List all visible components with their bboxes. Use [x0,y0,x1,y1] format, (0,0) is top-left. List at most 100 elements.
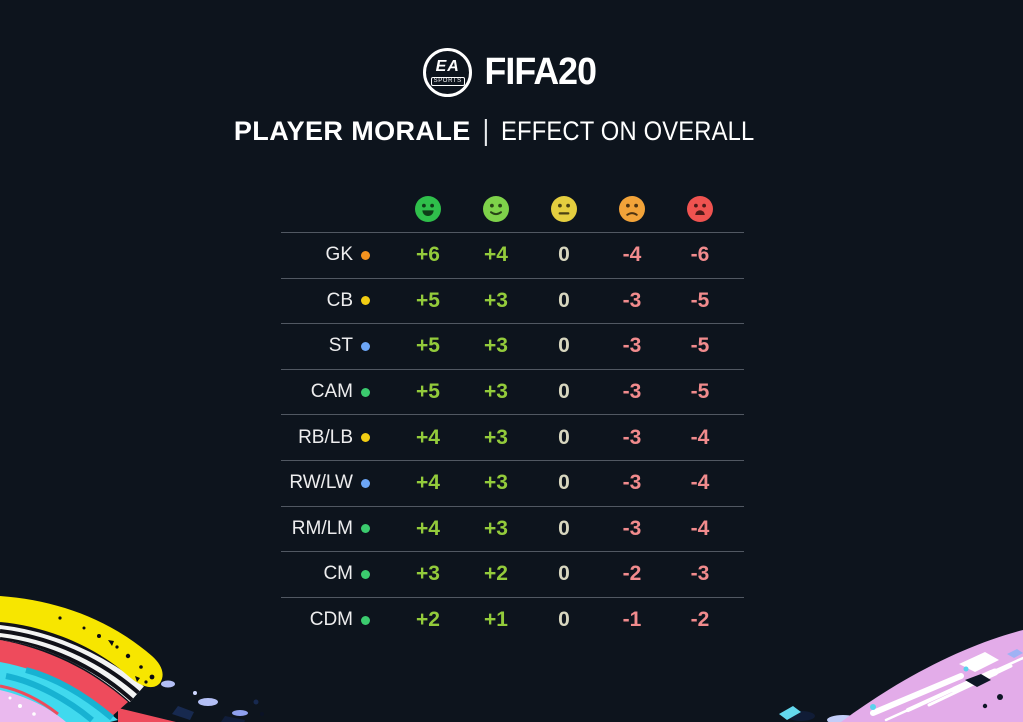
value-cell: -4 [690,425,710,449]
value-cell: +3 [416,562,440,586]
mood-column-very-unhappy [666,195,734,223]
value-cell: -2 [622,562,642,586]
position-label: RM/LM [291,517,353,539]
mood-column-very-happy [394,195,462,223]
table-row: RB/LB +4 +3 0 -3 -4 [281,414,744,460]
unhappy-face-icon [619,196,645,222]
position-dot [361,478,370,488]
value-cell: 0 [558,334,570,358]
value-cell: +4 [484,243,508,267]
value-cell: -1 [622,608,642,632]
value-cell: +1 [484,608,508,632]
page-title: PLAYER MORALE | EFFECT ON OVERALL [0,114,1023,148]
value-cell: 0 [558,608,570,632]
position-label: RB/LB [298,426,353,448]
neutral-face-icon [551,196,577,222]
value-cell: -3 [690,562,710,586]
position-cell: RB/LB [281,427,394,449]
happy-face-icon [483,196,509,222]
value-cell: -6 [690,243,710,267]
value-cell: -5 [690,380,710,404]
position-cell: CM [281,563,394,585]
very-happy-face-icon [415,196,441,222]
ea-sports-label: SPORTS [430,76,465,87]
value-cell: -5 [690,288,710,312]
value-cell: -4 [622,243,642,267]
position-cell: CB [281,290,394,312]
position-dot [361,433,370,443]
value-cell: +4 [416,471,440,495]
mood-column-happy [462,195,530,223]
title-effect-on-overall: EFFECT ON OVERALL [501,116,755,146]
position-dot [361,569,370,579]
table-row: CDM +2 +1 0 -1 -2 [281,596,744,643]
position-dot [361,387,370,397]
position-cell: CAM [281,381,394,403]
value-cell: -2 [690,608,710,632]
position-cell: GK [281,244,394,266]
position-dot [361,341,370,351]
table-row: CB +5 +3 0 -3 -5 [281,277,744,324]
table-row: RW/LW +4 +3 0 -3 -4 [281,459,744,506]
value-cell: -3 [622,516,642,540]
table-row: CAM +5 +3 0 -3 -5 [281,368,744,415]
value-cell: -3 [622,288,642,312]
value-cell: +3 [484,471,508,495]
morale-table-body: GK +6 +4 0 -4 -6 CB +5 +3 0 -3 -5 ST +5 … [281,232,744,642]
value-cell: +2 [416,608,440,632]
value-cell: -3 [622,380,642,404]
value-cell: 0 [558,380,570,404]
position-label: CDM [309,609,353,631]
position-label: CM [323,563,353,585]
value-cell: +3 [484,425,508,449]
value-cell: 0 [558,562,570,586]
very-unhappy-face-icon [687,196,713,222]
value-cell: 0 [558,425,570,449]
position-label: RW/LW [289,472,353,494]
value-cell: +3 [484,380,508,404]
value-cell: +5 [416,380,440,404]
morale-table: GK +6 +4 0 -4 -6 CB +5 +3 0 -3 -5 ST +5 … [281,186,744,642]
position-dot [361,615,370,625]
value-cell: 0 [558,288,570,312]
value-cell: -4 [690,471,710,495]
title-player-morale: PLAYER MORALE [233,116,471,146]
value-cell: 0 [558,471,570,495]
value-cell: +3 [484,516,508,540]
table-row: RM/LM +4 +3 0 -3 -4 [281,505,744,552]
title-separator: | [482,114,490,148]
value-cell: -5 [690,334,710,358]
position-label: CAM [310,381,353,403]
value-cell: +5 [416,334,440,358]
position-cell: RW/LW [281,472,394,494]
mood-column-unhappy [598,195,666,223]
value-cell: +2 [484,562,508,586]
position-dot [361,296,370,306]
ea-logo-monogram: EA [435,57,460,75]
position-cell: RM/LM [281,518,394,540]
position-label: CB [326,289,353,311]
mood-column-neutral [530,195,598,223]
value-cell: 0 [558,243,570,267]
value-cell: +5 [416,288,440,312]
value-cell: +4 [416,516,440,540]
position-label: GK [325,244,353,266]
value-cell: -3 [622,471,642,495]
table-row: ST +5 +3 0 -3 -5 [281,323,744,369]
table-row: CM +3 +2 0 -2 -3 [281,551,744,597]
table-row: GK +6 +4 0 -4 -6 [281,232,744,278]
decoration-bottom-right [779,630,1023,722]
value-cell: +3 [484,334,508,358]
position-label: ST [328,335,353,357]
value-cell: +6 [416,243,440,267]
value-cell: -3 [622,334,642,358]
value-cell: 0 [558,516,570,540]
game-title: FIFA20 [484,51,597,93]
value-cell: -4 [690,516,710,540]
ea-sports-logo-icon: EA SPORTS [423,48,473,97]
value-cell: +4 [416,425,440,449]
value-cell: +3 [484,288,508,312]
position-cell: CDM [281,609,394,631]
position-cell: ST [281,335,394,357]
